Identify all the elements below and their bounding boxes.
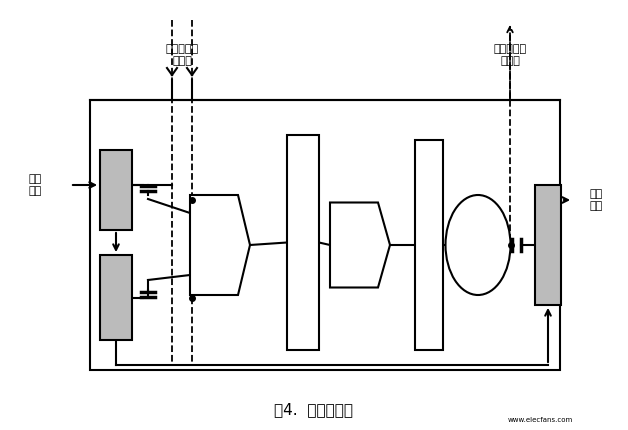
Bar — [100, 255, 132, 340]
Bar — [287, 135, 319, 350]
Text: 扫
描
触
发
器: 扫 描 触 发 器 — [114, 272, 118, 323]
Bar — [90, 100, 560, 370]
Bar — [415, 140, 443, 350]
Text: 低
位
加: 低 位 加 — [214, 228, 220, 261]
Text: 来自其他层
的总线: 来自其他层 的总线 — [165, 44, 198, 66]
Text: www.elecfans.com: www.elecfans.com — [507, 417, 573, 423]
Polygon shape — [190, 195, 250, 295]
Text: 扫描
输出: 扫描 输出 — [589, 189, 603, 211]
Text: 扫描
输入: 扫描 输入 — [28, 174, 41, 196]
Ellipse shape — [445, 195, 511, 295]
Text: 路
存
储
器
流
水
线
级: 路 存 储 器 流 水 线 级 — [301, 202, 305, 283]
Text: 图4.  扫描链设计: 图4. 扫描链设计 — [274, 402, 354, 418]
Polygon shape — [330, 203, 390, 288]
Bar — [535, 185, 561, 305]
Text: 标
记: 标 记 — [475, 234, 481, 256]
Text: 路
存
储
触
发
器: 路 存 储 触 发 器 — [114, 160, 118, 221]
Text: 通往其他层
的总线: 通往其他层 的总线 — [494, 44, 526, 66]
Bar — [100, 150, 132, 230]
Text: 高
位
加: 高 位 加 — [354, 228, 360, 261]
